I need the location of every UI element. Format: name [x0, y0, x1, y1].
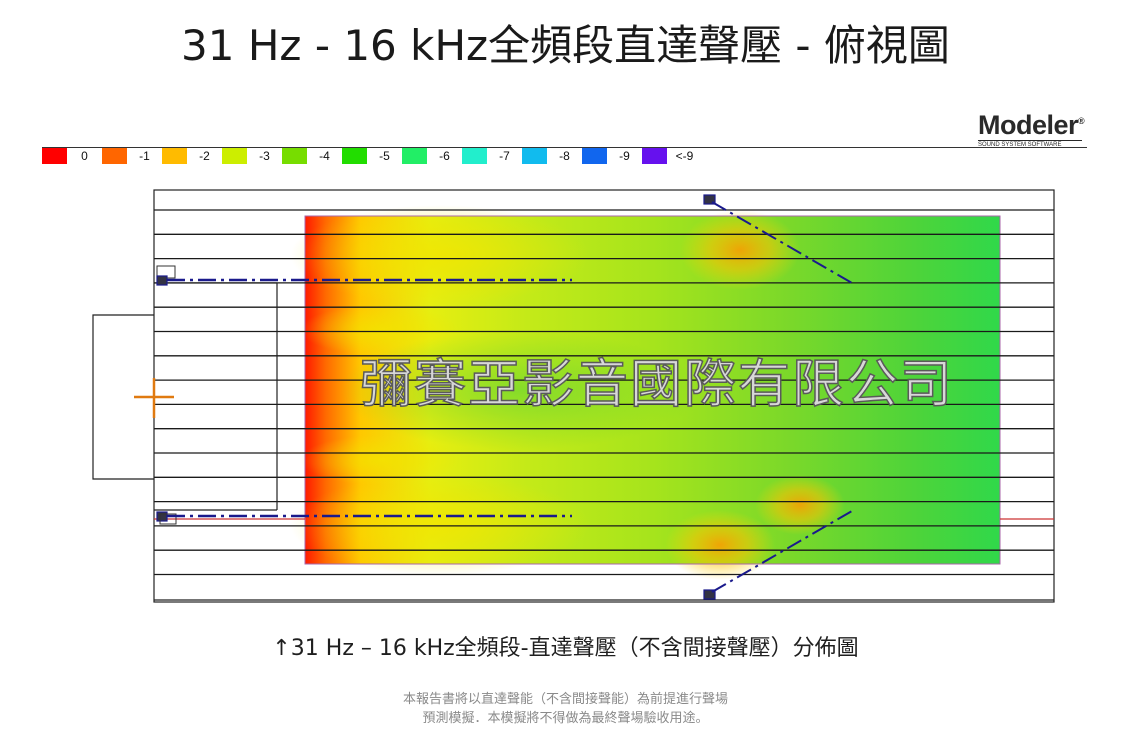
legend-swatch	[522, 148, 547, 164]
legend-item: -6	[402, 148, 462, 164]
legend-divider	[42, 147, 1087, 148]
legend-label: -8	[559, 149, 570, 163]
legend-swatch	[222, 148, 247, 164]
logo-registered: ®	[1078, 116, 1085, 126]
legend-label: 0	[81, 149, 88, 163]
company-watermark: 彌賽亞影音國際有限公司	[359, 354, 955, 416]
color-scale-legend: 0 -1 -2 -3 -4 -5 -6 -7 -8 -9 <-9	[42, 147, 702, 164]
legend-item: -4	[282, 148, 342, 164]
legend-swatch	[282, 148, 307, 164]
legend-item: -1	[102, 148, 162, 164]
legend-swatch	[102, 148, 127, 164]
logo-subtitle: SOUND SYSTEM SOFTWARE	[978, 140, 1082, 148]
legend-label: -5	[379, 149, 390, 163]
legend-item: -7	[462, 148, 522, 164]
disclaimer: 本報告書將以直達聲能（不含間接聲能）為前提進行聲場 預測模擬．本模擬將不得做為最…	[0, 690, 1131, 728]
legend-item: -5	[342, 148, 402, 164]
spl-heatmap	[290, 205, 1001, 580]
figure-caption: ↑31 Hz – 16 kHz全頻段-直達聲壓（不含間接聲壓）分佈圖	[272, 636, 859, 661]
legend-item: -3	[222, 148, 282, 164]
legend-label: -7	[499, 149, 510, 163]
modeler-logo: Modeler® SOUND SYSTEM SOFTWARE	[978, 108, 1098, 148]
legend-item: 0	[42, 148, 102, 164]
page-title: 31 Hz - 16 kHz全頻段直達聲壓 - 俯視圖	[181, 21, 950, 70]
legend-label: <-9	[675, 149, 694, 163]
speaker-main-right	[156, 511, 572, 525]
legend-swatch	[582, 148, 607, 164]
logo-name: Modeler	[978, 110, 1079, 140]
legend-label: -4	[319, 149, 330, 163]
legend-swatch	[462, 148, 487, 164]
speaker-main-left	[156, 265, 572, 286]
legend-label: -1	[139, 149, 150, 163]
disclaimer-line-1: 本報告書將以直達聲能（不含間接聲能）為前提進行聲場	[402, 692, 728, 707]
legend-label: -6	[439, 149, 450, 163]
disclaimer-line-2: 預測模擬．本模擬將不得做為最終聲場驗收用途。	[422, 711, 709, 726]
legend-swatch	[342, 148, 367, 164]
legend-item: -8	[522, 148, 582, 164]
legend-swatch	[402, 148, 427, 164]
speaker-delay-bottom	[703, 510, 853, 600]
legend-label: -2	[199, 149, 210, 163]
mix-position-marker	[134, 378, 174, 418]
speaker-delay-top	[703, 194, 853, 284]
seating-rows	[154, 209, 1054, 576]
legend-label: -3	[259, 149, 270, 163]
legend-item: <-9	[642, 148, 702, 164]
legend-label: -9	[619, 149, 630, 163]
legend-item: -2	[162, 148, 222, 164]
legend-swatch	[42, 148, 67, 164]
legend-swatch	[642, 148, 667, 164]
legend-swatch	[162, 148, 187, 164]
legend-item: -9	[582, 148, 642, 164]
